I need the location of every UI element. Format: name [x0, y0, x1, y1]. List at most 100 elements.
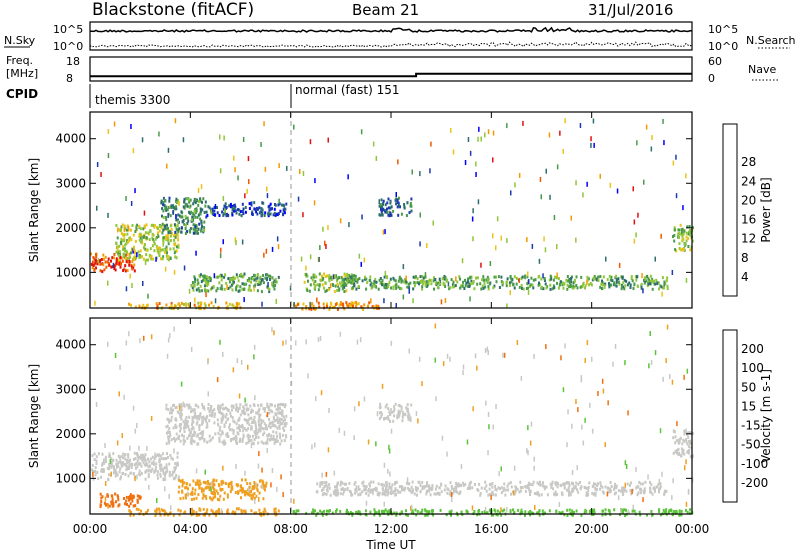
- power-data-cell: [285, 202, 288, 206]
- power-data-cell: [251, 277, 254, 281]
- power-data-cell: [126, 269, 129, 272]
- vel-data-cell: [140, 453, 143, 457]
- vel-data-cell: [428, 484, 431, 488]
- vel-data-cell: [253, 496, 256, 500]
- power-data-cell: [451, 283, 454, 287]
- vel-data-cell: [437, 492, 440, 496]
- vel-data-cell: [196, 479, 199, 483]
- power-data-cell: [169, 214, 172, 218]
- vel-data-cell: [491, 485, 494, 489]
- power-data-cell: [522, 287, 525, 291]
- vel-data-speckle-cell: [388, 448, 391, 454]
- power-data-cell: [188, 200, 191, 204]
- time-tick-label-2: 08:00: [273, 522, 308, 536]
- power-data-cell: [199, 275, 202, 279]
- power-data-cell: [175, 228, 178, 232]
- vel-data-cell: [494, 487, 497, 491]
- vel-data-cell: [177, 508, 180, 512]
- vel-data-cell: [178, 478, 181, 482]
- vel-data-cell: [460, 511, 463, 515]
- power-data-speckle-cell: [253, 286, 255, 292]
- vel-data-cell: [380, 415, 383, 419]
- power-data-cell: [241, 287, 244, 291]
- power-data-speckle-cell: [167, 213, 169, 218]
- vel-data-cell: [427, 484, 430, 488]
- vel-data-region-7: [378, 402, 413, 423]
- power-data-speckle-cell: [636, 140, 638, 146]
- power-data-cell: [223, 212, 226, 216]
- vel-data-cell: [281, 403, 284, 407]
- power-data-cell: [161, 222, 164, 226]
- vel-data-cell: [610, 484, 613, 488]
- power-data-cell: [301, 307, 304, 311]
- vel-data-cell: [257, 420, 260, 424]
- power-data-speckle-cell: [405, 275, 407, 281]
- power-data-speckle-cell: [651, 135, 653, 141]
- power-data-cell: [175, 197, 178, 201]
- power-data-cell: [329, 305, 332, 309]
- vel-data-cell: [211, 436, 214, 440]
- power-data-speckle-cell: [419, 241, 421, 247]
- power-data-cell: [350, 276, 353, 280]
- power-data-cell: [262, 274, 265, 277]
- power-data-cell: [163, 225, 166, 229]
- power-data-speckle-cell: [113, 121, 116, 127]
- power-data-cell: [433, 287, 435, 291]
- vel-data-cell: [175, 432, 178, 436]
- vel-data-speckle-cell: [650, 360, 653, 365]
- power-data-cell: [258, 206, 261, 210]
- vel-data-cell: [110, 500, 113, 504]
- vel-data-speckle-cell: [627, 509, 630, 515]
- vel-data-cell: [566, 481, 569, 485]
- vel-data-cell: [408, 414, 411, 417]
- vel-data-cell: [378, 406, 381, 410]
- power-data-cell: [112, 256, 115, 260]
- vel-data-cell: [428, 510, 430, 514]
- vel-data-speckle-cell: [434, 323, 437, 329]
- vel-data-cell: [257, 409, 260, 413]
- vel-data-cell: [323, 481, 326, 485]
- power-data-cell: [123, 237, 126, 241]
- power-data-cell: [357, 285, 360, 288]
- power-data-cell: [139, 255, 142, 259]
- power-data-cell: [413, 284, 416, 288]
- power-data-speckle-cell: [348, 222, 350, 228]
- power-data-cell: [181, 220, 184, 224]
- vel-data-cell: [110, 461, 113, 465]
- power-data-speckle-cell: [309, 139, 312, 145]
- power-data-cell: [128, 252, 131, 256]
- power-data-cell: [666, 276, 669, 280]
- power-data-cell: [352, 301, 355, 305]
- vel-data-cell: [373, 508, 376, 512]
- power-data-cell: [238, 289, 241, 293]
- power-data-cell: [194, 277, 196, 281]
- power-data-cell: [354, 301, 357, 304]
- power-data-cell: [346, 272, 349, 276]
- vel-data-cell: [343, 482, 346, 486]
- vel-data-cell: [161, 509, 164, 513]
- power-data-speckle-cell: [492, 157, 494, 163]
- power-data-cell: [318, 283, 321, 287]
- vel-data-cell: [250, 509, 253, 513]
- vel-data-cell: [216, 509, 219, 513]
- power-data-cell: [227, 277, 230, 281]
- vel-data-speckle-cell: [451, 497, 453, 503]
- power-data-cell: [538, 281, 540, 285]
- power-data-cell: [342, 278, 345, 282]
- power-data-cell: [387, 206, 390, 210]
- vel-data-cell: [110, 457, 113, 461]
- vel-data-cell: [175, 437, 178, 441]
- vel-data-cell: [424, 513, 427, 517]
- power-data-speckle-cell: [524, 274, 526, 280]
- vel-data-cell: [174, 406, 177, 410]
- power-data-cell: [231, 204, 234, 208]
- power-colorbar-tick-2: 12: [741, 232, 756, 246]
- power-data-cell: [254, 282, 257, 286]
- power-data-cell: [683, 242, 686, 246]
- power-data-cell: [436, 281, 439, 285]
- vel-yaxis-tick-label-1: 2000: [55, 427, 86, 441]
- vel-data-cell: [212, 479, 215, 483]
- vel-data-speckle-cell: [365, 500, 368, 506]
- vel-data-cell: [532, 480, 535, 484]
- vel-data-cell: [602, 491, 605, 495]
